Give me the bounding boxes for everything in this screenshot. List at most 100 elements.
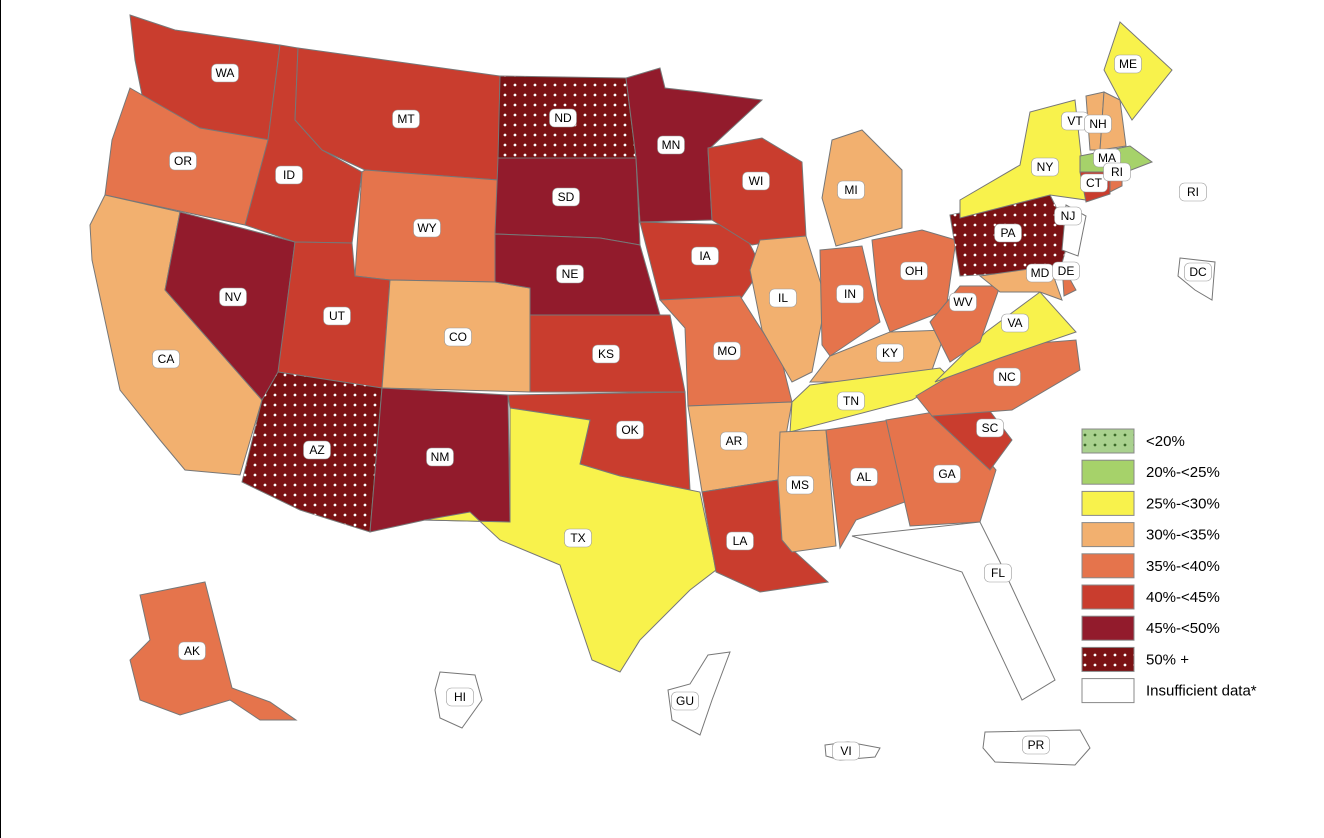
label-box [1103,162,1131,182]
label-box [592,344,620,364]
state-label: FL [991,566,1005,580]
label-box [413,218,441,238]
state-label: IA [699,249,710,263]
state-label: MN [662,138,681,152]
label-box [1022,735,1050,755]
state-shape [129,581,298,721]
label-box [275,165,303,185]
label-box [323,306,351,326]
state-label: RI [1187,185,1199,199]
label-box [1031,157,1059,177]
label-box [178,641,206,661]
state-label: CA [158,352,175,366]
label-box [949,292,977,312]
label-box [769,288,797,308]
state-label: OH [905,264,923,278]
legend-label: 20%-<25% [1146,464,1220,481]
label-box [1080,173,1108,193]
label-box [993,367,1021,387]
state-label: SC [982,421,999,435]
state-label: VI [840,744,851,758]
label-box [616,420,644,440]
label-box [720,431,748,451]
state-label: GU [676,694,694,708]
state-label: WY [417,221,436,235]
state-label: VA [1007,316,1022,330]
state-label: SD [558,190,575,204]
state-label: NM [431,450,450,464]
state-label: MO [717,344,736,358]
state-shape [749,235,827,383]
state-label: IL [778,291,788,305]
label-box [169,151,197,171]
legend-swatch [1081,459,1135,485]
legend-pattern [1082,647,1134,672]
label-box [552,187,580,207]
state-label: PR [1028,738,1045,752]
state-label: PA [1000,226,1015,240]
state-shape [929,285,1001,363]
state-label: VT [1067,114,1083,128]
label-box [446,687,474,707]
state-label: NJ [1061,209,1076,223]
legend-swatch [1081,553,1135,579]
state-label: UT [329,309,346,323]
state-label: ID [283,168,295,182]
label-box [556,264,584,284]
label-box [1179,182,1207,202]
state-label: WV [953,295,972,309]
legend-label: 25%-<30% [1146,495,1220,512]
state-label: MI [844,183,857,197]
state-label: AL [857,470,872,484]
state-label: MT [397,112,415,126]
label-box [786,475,814,495]
state-label: MD [1031,266,1050,280]
state-label: ND [554,111,572,125]
label-box [152,349,180,369]
label-box [1054,206,1082,226]
state-shape [851,521,1056,701]
label-box [837,391,865,411]
state-label: WI [749,174,764,188]
state-label: RI [1111,165,1123,179]
label-box [832,741,860,761]
state-label: AZ [309,443,324,457]
state-label: IN [844,287,856,301]
label-box [549,108,577,128]
label-box [303,440,331,460]
label-box [984,563,1012,583]
legend-pattern [1082,429,1134,453]
state-label: DC [1189,265,1207,279]
legend-label: 30%-<35% [1146,527,1220,544]
label-box [726,531,754,551]
state-label: MA [1098,151,1116,165]
label-box [211,63,239,83]
state-label: KS [598,347,614,361]
label-box [1052,261,1080,281]
state-label: WA [216,66,235,80]
label-box [1001,313,1029,333]
state-label: OK [621,423,638,437]
label-box [933,464,961,484]
label-box [426,447,454,467]
label-box [836,284,864,304]
label-box [713,341,741,361]
state-label: NE [562,267,579,281]
legend-swatch [1081,584,1135,610]
label-box [1084,114,1112,134]
state-label: NY [1037,160,1054,174]
label-box [691,246,719,266]
label-box [564,528,592,548]
label-box [994,223,1022,243]
label-box [1114,54,1142,74]
legend-label: Insufficient data* [1146,683,1257,700]
legend-label: 35%-<40% [1146,558,1220,575]
state-label: NH [1089,117,1106,131]
legend-label: 50% + [1146,651,1189,668]
label-box [850,467,878,487]
state-label: ME [1119,57,1137,71]
state-label: LA [733,534,748,548]
state-label: CT [1086,176,1103,190]
